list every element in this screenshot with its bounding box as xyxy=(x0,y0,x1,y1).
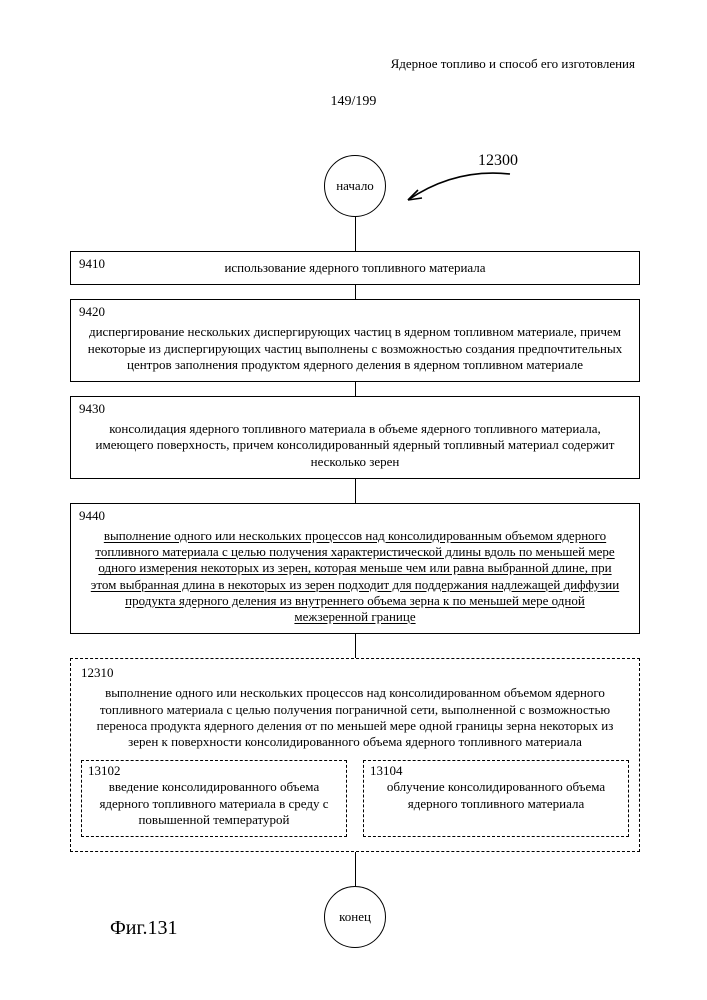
step-number: 9410 xyxy=(79,256,105,272)
step-number: 9430 xyxy=(79,401,105,417)
step-9440: 9440 выполнение одного или нескольких пр… xyxy=(70,503,640,635)
step-text: облучение консолидированного объема ядер… xyxy=(372,779,620,812)
step-number: 13104 xyxy=(370,763,403,779)
step-number: 9440 xyxy=(79,508,105,524)
connector xyxy=(355,382,356,396)
step-text: использование ядерного топливного матери… xyxy=(81,260,629,276)
page-counter: 149/199 xyxy=(0,94,707,110)
step-number: 9420 xyxy=(79,304,105,320)
step-text: выполнение одного или нескольких процесс… xyxy=(81,528,629,626)
substep-13102: 13102 введение консолидированного объема… xyxy=(81,760,347,837)
step-9410: 9410 использование ядерного топливного м… xyxy=(70,251,640,285)
start-terminator: начало xyxy=(324,155,386,217)
step-9430: 9430 консолидация ядерного топливного ма… xyxy=(70,396,640,479)
step-text: диспергирование нескольких диспергирующи… xyxy=(81,324,629,373)
page: Ядерное топливо и способ его изготовлени… xyxy=(0,0,707,1000)
connector xyxy=(355,285,356,299)
start-label: начало xyxy=(336,178,374,194)
step-text: введение консолидированного объема ядерн… xyxy=(90,779,338,828)
group-text: выполнение одного или нескольких процесс… xyxy=(81,685,629,750)
step-9420: 9420 диспергирование нескольких дисперги… xyxy=(70,299,640,382)
step-group-12310: 12310 выполнение одного или нескольких п… xyxy=(70,658,640,852)
step-number: 13102 xyxy=(88,763,121,779)
document-title: Ядерное топливо и способ его изготовлени… xyxy=(391,56,635,72)
step-text: консолидация ядерного топливного материа… xyxy=(81,421,629,470)
end-label: конец xyxy=(339,909,371,925)
connector xyxy=(355,852,356,886)
connector xyxy=(355,217,356,251)
connector xyxy=(355,634,356,658)
flowchart: начало 9410 использование ядерного топли… xyxy=(70,155,640,948)
end-terminator: конец xyxy=(324,886,386,948)
figure-label: Фиг.131 xyxy=(110,917,177,940)
substep-13104: 13104 облучение консолидированного объем… xyxy=(363,760,629,837)
substep-row: 13102 введение консолидированного объема… xyxy=(81,760,629,837)
connector xyxy=(355,479,356,503)
step-number: 12310 xyxy=(81,665,114,681)
